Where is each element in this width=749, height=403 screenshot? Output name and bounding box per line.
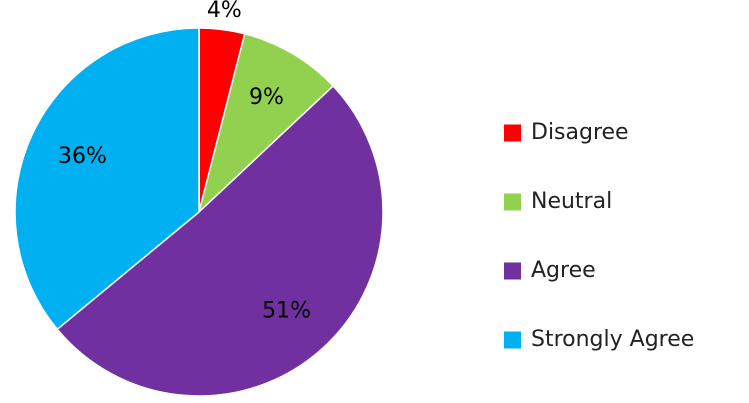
pie-data-labels: 4% 9% 51% 36% [58, 0, 311, 323]
legend-label-strongly-agree: Strongly Agree [531, 327, 694, 352]
legend-label-agree: Agree [531, 258, 596, 283]
data-label-disagree: 4% [207, 0, 242, 23]
legend: Disagree Neutral Agree Strongly Agree [504, 120, 694, 352]
legend-label-neutral: Neutral [531, 189, 612, 214]
legend-swatch-neutral [504, 193, 521, 211]
legend-swatch-disagree [504, 124, 521, 142]
data-label-neutral: 9% [249, 85, 284, 110]
legend-swatch-agree [504, 262, 521, 280]
data-label-strongly-agree: 36% [58, 144, 107, 169]
legend-swatch-strongly-agree [504, 331, 521, 349]
data-label-agree: 51% [262, 298, 311, 323]
pie-slice-neutral [197, 32, 335, 215]
legend-label-disagree: Disagree [531, 120, 629, 145]
pie-slices [14, 27, 384, 397]
pie-slice-strongly-agree [14, 27, 200, 331]
pie-slice-agree [56, 84, 384, 397]
